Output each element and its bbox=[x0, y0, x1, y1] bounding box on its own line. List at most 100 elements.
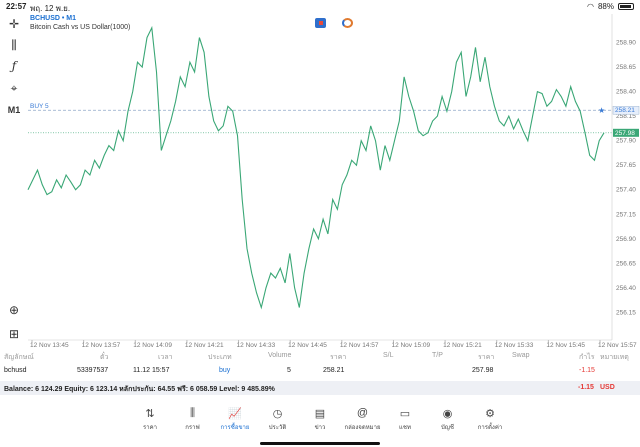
signal-icon[interactable] bbox=[342, 18, 353, 28]
y-tick-label: 257.15 bbox=[616, 211, 636, 218]
col-volume: Volume bbox=[268, 352, 292, 359]
balance-summary: Balance: 6 124.29 Equity: 6 123.14 หลักป… bbox=[4, 386, 275, 393]
x-tick-label: 12 Nov 15:45 bbox=[546, 342, 585, 349]
col-symbol: สัญลักษณ์ bbox=[4, 354, 34, 361]
x-tick-label: 12 Nov 14:57 bbox=[340, 342, 379, 349]
nav-item-label: ประวัติ bbox=[268, 425, 287, 431]
trade-current-price: 257.98 bbox=[472, 367, 494, 374]
bid-price-tag: 257.98 bbox=[613, 128, 639, 137]
chart-icon: ⫼ bbox=[189, 406, 196, 419]
trade-profit: -1.15 bbox=[579, 367, 595, 374]
balance-bar: Balance: 6 124.29 Equity: 6 123.14 หลักป… bbox=[0, 381, 640, 395]
y-tick-label: 256.15 bbox=[616, 309, 636, 316]
nav-item-history[interactable]: ◷ ประวัติ bbox=[258, 406, 298, 442]
mailbox-icon: @ bbox=[356, 407, 369, 419]
nav-item-label: การซื้อขาย bbox=[220, 425, 250, 431]
nav-item-label: กราฟ bbox=[185, 425, 200, 431]
col-profit: กำไร bbox=[579, 354, 595, 361]
y-tick-label: 257.65 bbox=[616, 162, 636, 169]
col-ticket: ตั๋ว bbox=[100, 354, 109, 361]
battery-icon bbox=[618, 3, 634, 10]
nav-item-label: การตั้งค่า bbox=[477, 425, 503, 431]
x-tick-label: 12 Nov 15:33 bbox=[495, 342, 534, 349]
chart-description: Bitcoin Cash vs US Dollar(1000) bbox=[30, 24, 131, 31]
nav-item-chart[interactable]: ⫼ กราฟ bbox=[173, 406, 213, 442]
battery-fill bbox=[620, 5, 631, 8]
nav-item-label: กล่องจดหมาย bbox=[344, 425, 381, 431]
trade-row[interactable]: bchusd 53397537 11.12 15:57 buy 5 258.21… bbox=[0, 367, 640, 379]
function-icon[interactable]: ƒ bbox=[11, 59, 17, 73]
col-sl: S/L bbox=[383, 352, 394, 359]
bid-price-tag-bg bbox=[613, 128, 639, 137]
x-tick-label: 12 Nov 14:21 bbox=[185, 342, 224, 349]
y-tick-label: 258.90 bbox=[616, 40, 636, 47]
y-tick-label: 258.40 bbox=[616, 89, 636, 96]
y-tick-label: 257.40 bbox=[616, 187, 636, 194]
status-bar: 22:57 พฤ. 12 พ.ย. ◠ 88% bbox=[0, 0, 640, 14]
y-tick-label: 258.65 bbox=[616, 64, 636, 71]
col-time: เวลา bbox=[158, 354, 173, 361]
col-price: ราคา bbox=[330, 354, 347, 361]
nav-item-label: แชท bbox=[399, 425, 411, 431]
status-right: ◠ 88% bbox=[587, 2, 634, 11]
x-tick-label: 12 Nov 15:21 bbox=[443, 342, 482, 349]
x-tick-label: 12 Nov 13:45 bbox=[30, 342, 69, 349]
col-type: ประเภท bbox=[208, 354, 232, 361]
trade-time: 11.12 15:57 bbox=[133, 367, 170, 374]
trade-volume: 5 bbox=[287, 367, 291, 374]
crosshair-icon[interactable]: ✛ bbox=[8, 17, 20, 31]
nav-item-label: ราคา bbox=[143, 425, 157, 431]
trade-ticket: 53397537 bbox=[77, 367, 109, 374]
col-tp: T/P bbox=[432, 352, 443, 359]
buy-price-tag: 258.21 bbox=[612, 106, 640, 115]
account-icon: ◉ bbox=[442, 407, 453, 420]
battery-text: 88% bbox=[597, 2, 614, 11]
x-tick-label: 12 Nov 13:57 bbox=[82, 342, 121, 349]
nav-item-trade[interactable]: 📈 การซื้อขาย bbox=[215, 406, 255, 442]
nav-item-chat[interactable]: ▭ แชท bbox=[385, 406, 425, 442]
nav-item-settings[interactable]: ⚙ การตั้งค่า bbox=[470, 406, 510, 442]
objects-icon[interactable]: ⌖ bbox=[10, 80, 18, 95]
history-icon: ◷ bbox=[272, 407, 283, 420]
nav-item-quotes[interactable]: ⇅ ราคา bbox=[130, 406, 170, 442]
x-tick-label: 12 Nov 14:45 bbox=[288, 342, 327, 349]
price-chart[interactable]: 258.90 258.65 258.40 258.15 257.90 257.65 257.… bbox=[0, 14, 640, 352]
x-tick-label: 12 Nov 14:09 bbox=[133, 342, 172, 349]
y-tick-label: 256.40 bbox=[616, 285, 636, 292]
new-order-icon[interactable]: ⊞ bbox=[8, 327, 20, 341]
nav-item-mailbox[interactable]: @ กล่องจดหมาย bbox=[343, 406, 383, 442]
buy-price-tag-text: 258.21 bbox=[615, 107, 635, 114]
trade-price: 258.21 bbox=[323, 367, 345, 374]
news-icon: ▤ bbox=[314, 407, 326, 420]
chart-header-icons bbox=[315, 18, 353, 28]
trade-column-headers: สัญลักษณ์ ตั๋ว เวลา ประเภท Volume ราคา S… bbox=[0, 352, 640, 364]
x-tick-label: 12 Nov 14:33 bbox=[237, 342, 276, 349]
col-swap: Swap bbox=[512, 352, 530, 359]
nav-item-account[interactable]: ◉ บัญชี bbox=[428, 406, 468, 442]
wifi-icon: ◠ bbox=[587, 2, 594, 11]
trade-type: buy bbox=[219, 367, 231, 374]
y-tick-labels: 258.90 258.65 258.40 258.15 257.90 257.65 257.… bbox=[616, 40, 636, 317]
x-tick-label: 12 Nov 15:57 bbox=[598, 342, 637, 349]
y-tick-label: 257.90 bbox=[616, 138, 636, 145]
buy-price-tag-bg bbox=[612, 106, 640, 115]
col-comment: หมายเหตุ bbox=[600, 354, 629, 361]
timeframe-button[interactable]: M1 bbox=[7, 105, 21, 115]
status-date: พฤ. 12 พ.ย. bbox=[30, 4, 71, 13]
chat-icon: ▭ bbox=[399, 407, 411, 420]
nav-item-news[interactable]: ▤ ข่าว bbox=[300, 406, 340, 442]
bottom-navigation: ⇅ ราคา ⫼ กราฟ 📈 การซื้อขาย ◷ ประวัติ ▤ ข่าว @ กล่อง… bbox=[130, 406, 510, 442]
indicators-icon[interactable]: ⫼ bbox=[11, 37, 17, 52]
y-tick-label: 258.15 bbox=[616, 113, 636, 120]
x-tick-labels: 12 Nov 13:45 12 Nov 13:57 12 Nov 14:09 12 N… bbox=[30, 340, 637, 349]
quotes-icon: ⇅ bbox=[145, 407, 155, 420]
one-click-trading-icon[interactable] bbox=[315, 18, 326, 28]
bid-price-tag-text: 257.98 bbox=[615, 130, 635, 137]
zoom-icon[interactable]: ⊕ bbox=[8, 303, 20, 317]
chart-toolbar: ✛ ⫼ ƒ ⌖ M1 ⊕ ⊞ bbox=[0, 14, 28, 344]
col-price2: ราคา bbox=[478, 354, 495, 361]
nav-item-label: ข่าว bbox=[314, 425, 326, 431]
trade-symbol: bchusd bbox=[4, 367, 27, 374]
chart-symbol[interactable]: BCHUSD • M1 bbox=[30, 15, 77, 22]
home-indicator bbox=[260, 442, 380, 445]
